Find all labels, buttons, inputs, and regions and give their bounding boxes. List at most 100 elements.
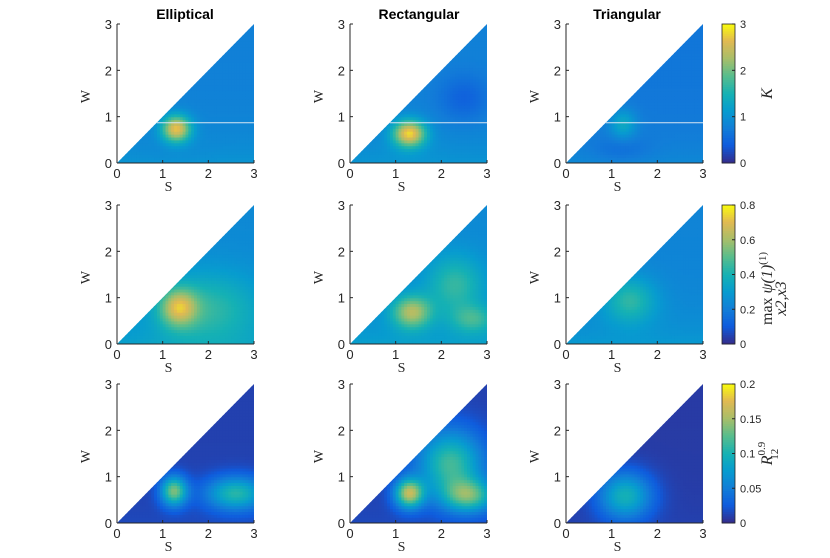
heatmap-cell — [234, 251, 238, 255]
heatmap-cell — [375, 142, 380, 147]
heatmap-cell — [435, 81, 440, 86]
heatmap-cell — [194, 320, 198, 325]
heatmap-cell — [381, 136, 385, 141]
heatmap-cell — [625, 110, 630, 115]
heatmap-cell — [222, 306, 227, 310]
heatmap-cell — [668, 139, 673, 144]
heatmap-cell — [236, 142, 241, 147]
heatmap-cell — [176, 303, 181, 307]
heatmap-cell — [605, 125, 610, 129]
heatmap-cell — [409, 122, 414, 126]
heatmap-cell — [179, 107, 184, 112]
heatmap-cell — [208, 286, 212, 290]
heatmap-cell — [234, 55, 238, 60]
heatmap-cell — [464, 122, 468, 126]
heatmap-cell — [455, 105, 460, 109]
heatmap-cell — [174, 332, 178, 336]
heatmap-cell — [134, 157, 138, 161]
heatmap-cell — [611, 160, 616, 163]
heatmap-cell — [628, 157, 633, 161]
heatmap-cell — [427, 160, 431, 163]
heatmap-cell — [660, 102, 664, 106]
heatmap-cell — [242, 306, 247, 310]
heatmap-cell — [628, 142, 633, 147]
heatmap-cell — [188, 131, 192, 135]
heatmap-cell — [125, 332, 130, 336]
heatmap-cell — [700, 52, 703, 57]
heatmap-cell — [421, 128, 425, 132]
heatmap-cell — [242, 335, 247, 339]
heatmap-cell — [154, 309, 158, 313]
heatmap-cell — [389, 139, 394, 144]
heatmap-cell — [222, 52, 227, 57]
heatmap-cell — [441, 157, 445, 161]
heatmap-cell — [407, 142, 411, 147]
heatmap-cell — [219, 131, 224, 135]
heatmap-cell — [248, 125, 252, 129]
heatmap-cell — [645, 131, 650, 135]
heatmap-cell — [234, 122, 238, 126]
heatmap-cell — [435, 148, 440, 153]
heatmap-cell — [697, 73, 701, 77]
heatmap-cell — [452, 157, 457, 161]
heatmap-cell — [234, 332, 238, 336]
heatmap-cell — [251, 64, 254, 69]
heatmap-cell — [634, 110, 638, 115]
heatmap-cell — [182, 96, 187, 100]
heatmap-cell — [464, 107, 468, 112]
heatmap-cell — [648, 81, 653, 86]
heatmap-cell — [668, 64, 673, 69]
heatmap-cell — [625, 154, 630, 158]
heatmap-cell — [643, 131, 647, 135]
heatmap-cell — [228, 128, 232, 132]
heatmap-cell — [117, 341, 121, 344]
heatmap-cell — [441, 70, 445, 74]
heatmap-cell — [663, 157, 667, 161]
heatmap-cell — [216, 116, 221, 121]
heatmap-cell — [219, 87, 224, 92]
heatmap-cell — [677, 128, 681, 132]
heatmap-cell — [174, 288, 178, 293]
heatmap-cell — [199, 93, 204, 97]
heatmap-cell — [603, 134, 607, 138]
heatmap-cell — [245, 248, 249, 252]
heatmap-cell — [222, 265, 227, 270]
heatmap-cell — [671, 96, 676, 100]
heatmap-cell — [222, 148, 227, 153]
heatmap-cell — [154, 157, 158, 161]
heatmap-cell — [211, 277, 215, 281]
heatmap-cell — [685, 73, 690, 77]
heatmap-cell — [228, 233, 232, 238]
heatmap-cell — [196, 280, 201, 284]
heatmap-cell — [617, 145, 621, 150]
heatmap-cell — [691, 32, 696, 37]
heatmap-cell — [154, 320, 158, 325]
heatmap-cell — [449, 96, 454, 100]
heatmap-cell — [429, 148, 434, 153]
heatmap-cell — [677, 125, 681, 129]
heatmap-cell — [412, 134, 417, 138]
heatmap-cell — [671, 64, 676, 69]
heatmap-cell — [691, 79, 696, 83]
heatmap-cell — [392, 122, 397, 126]
heatmap-cell — [472, 55, 477, 60]
heatmap-cell — [429, 151, 434, 155]
heatmap-cell — [225, 81, 229, 86]
heatmap-cell — [194, 262, 198, 267]
heatmap-cell — [668, 136, 673, 141]
heatmap-cell — [449, 99, 454, 103]
heatmap-cell — [228, 96, 232, 100]
heatmap-cell — [452, 139, 457, 144]
heatmap-cell — [162, 116, 167, 121]
heatmap-cell — [427, 96, 431, 100]
heatmap-cell — [685, 67, 690, 71]
heatmap-cell — [401, 125, 405, 129]
heatmap-cell — [251, 145, 254, 150]
heatmap-cell — [156, 326, 161, 331]
heatmap-cell — [225, 254, 229, 258]
heatmap-cell — [691, 110, 696, 115]
heatmap-cell — [663, 128, 667, 132]
heatmap-cell — [245, 210, 249, 215]
heatmap-cell — [214, 303, 218, 307]
heatmap-cell — [597, 148, 601, 153]
